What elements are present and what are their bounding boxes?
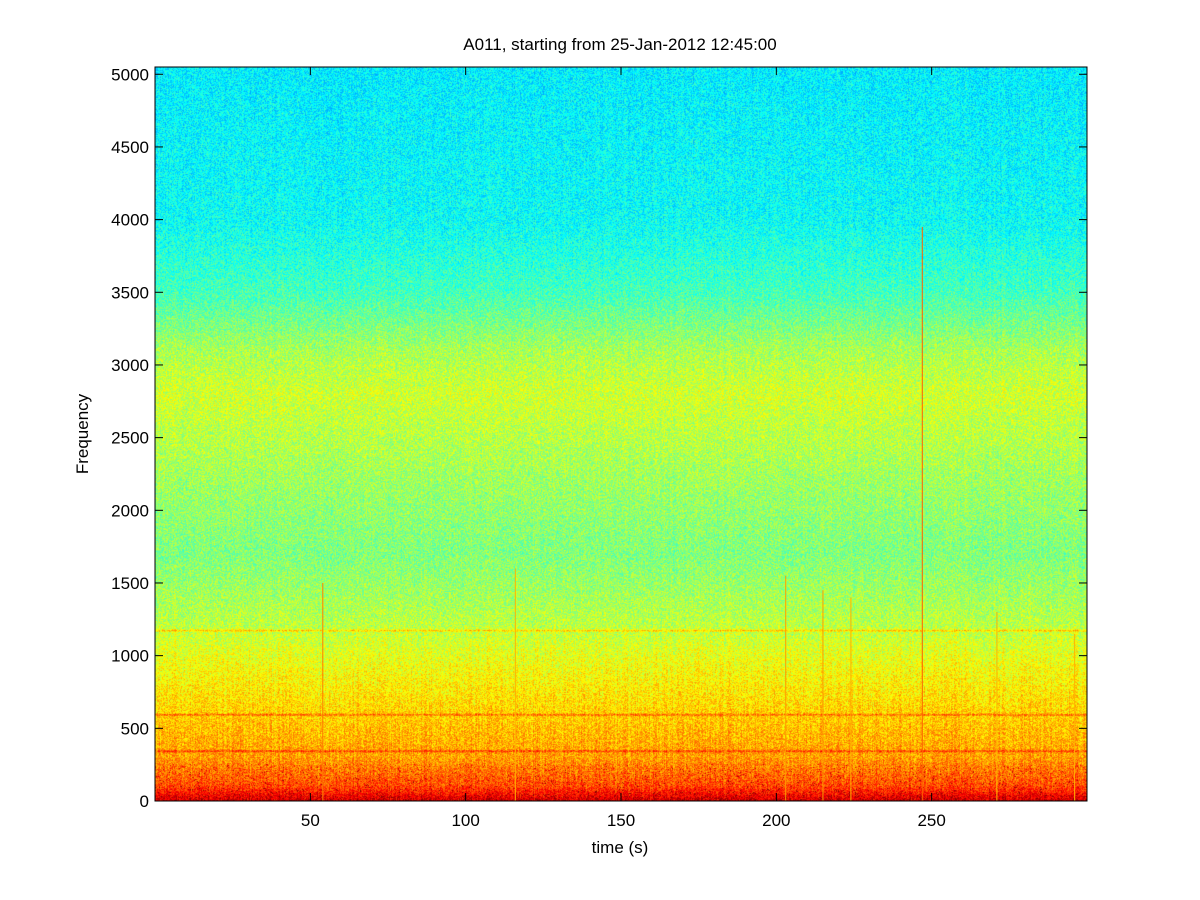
x-tick-label-1: 100: [451, 811, 479, 830]
y-tick-label-5: 2500: [111, 429, 149, 448]
y-tick-label-3: 1500: [111, 574, 149, 593]
chart-title: A011, starting from 25-Jan-2012 12:45:00: [463, 35, 776, 54]
x-axis-ticks: 50 100 150 200 250: [301, 67, 946, 830]
spectrogram-heatmap: [155, 67, 1087, 801]
y-axis-ticks: 0 500 1000 1500 2000 2500 3000 3500 4000 4500 5000: [111, 65, 1087, 811]
y-axis-label: Frequency: [73, 393, 92, 474]
y-tick-label-1: 500: [121, 719, 149, 738]
x-tick-label-4: 250: [917, 811, 945, 830]
y-tick-label-4: 2000: [111, 501, 149, 520]
y-tick-label-6: 3000: [111, 356, 149, 375]
x-axis-label: time (s): [592, 838, 649, 857]
y-tick-label-7: 3500: [111, 283, 149, 302]
y-tick-label-10: 5000: [111, 65, 149, 84]
plot-area: [154, 66, 1088, 802]
y-tick-label-9: 4500: [111, 138, 149, 157]
x-tick-label-3: 200: [762, 811, 790, 830]
transient-lines: [322, 226, 1076, 801]
y-tick-label-8: 4000: [111, 211, 149, 230]
x-tick-label-2: 150: [607, 811, 635, 830]
x-tick-label-0: 50: [301, 811, 320, 830]
y-tick-label-2: 1000: [111, 647, 149, 666]
y-tick-label-0: 0: [140, 792, 149, 811]
